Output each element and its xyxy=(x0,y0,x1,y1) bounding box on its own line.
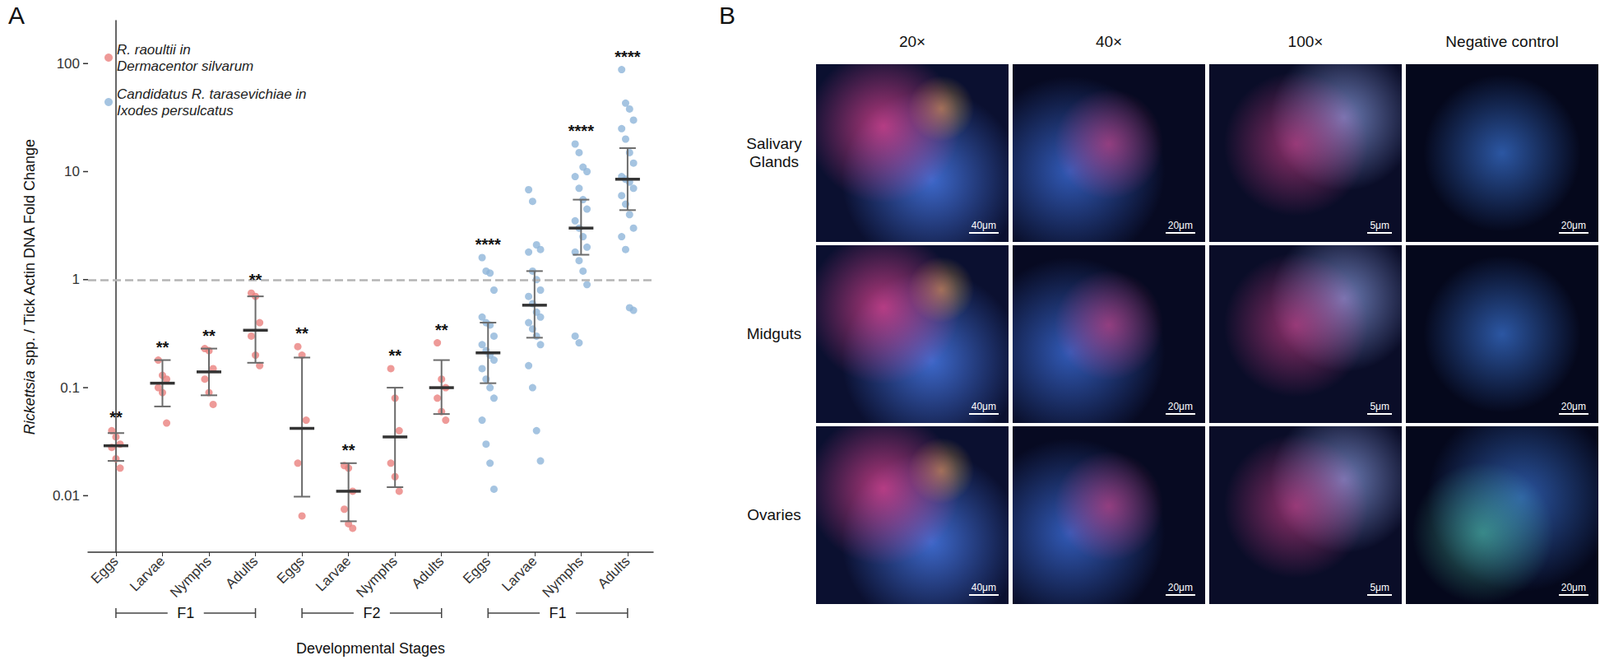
svg-text:****: **** xyxy=(568,121,594,140)
html-text:100×: 100× xyxy=(1287,32,1324,51)
svg-text:F1: F1 xyxy=(176,604,195,622)
svg-text:F1: F1 xyxy=(549,604,567,622)
html-text:Ovaries: Ovaries xyxy=(747,505,801,524)
svg-text:**: ** xyxy=(156,338,170,357)
svg-text:**: ** xyxy=(109,408,123,427)
html-text:20μm: 20μm xyxy=(1561,581,1587,594)
svg-text:**: ** xyxy=(388,346,402,365)
svg-text:Larvae: Larvae xyxy=(126,552,168,594)
html-text:20μm: 20μm xyxy=(1167,581,1193,594)
svg-text:Adults: Adults xyxy=(408,552,448,592)
svg-text:**: ** xyxy=(435,320,449,339)
svg-text:Eggs: Eggs xyxy=(459,552,494,587)
html-text:Midguts: Midguts xyxy=(746,324,802,343)
html-text:40μm: 40μm xyxy=(971,219,997,232)
svg-text:Larvae: Larvae xyxy=(312,552,354,594)
svg-text:Candidatus R. tarasevichiae in: Candidatus R. tarasevichiae in xyxy=(116,86,307,103)
html-text:5μm: 5μm xyxy=(1369,400,1390,413)
html-text:B: B xyxy=(718,1,736,29)
html-text:Salivary Glands: Salivary Glands xyxy=(746,134,802,171)
svg-text:Eggs: Eggs xyxy=(88,552,122,587)
svg-text:R. raoultii in: R. raoultii in xyxy=(116,41,191,58)
svg-text:F2: F2 xyxy=(362,604,381,622)
svg-text:Adults: Adults xyxy=(594,552,634,592)
svg-text:Adults: Adults xyxy=(222,552,261,592)
svg-text:Rickettsia: Rickettsia xyxy=(21,370,38,435)
svg-text:1: 1 xyxy=(72,271,80,288)
svg-text:10: 10 xyxy=(64,163,80,180)
html-text:20×: 20× xyxy=(899,32,926,51)
html-text:40μm: 40μm xyxy=(971,400,997,413)
svg-text:Nymphs: Nymphs xyxy=(539,552,587,600)
svg-text:**: ** xyxy=(249,270,263,289)
svg-text:0.01: 0.01 xyxy=(52,487,80,504)
svg-text:****: **** xyxy=(614,47,640,66)
svg-text:Nymphs: Nymphs xyxy=(352,552,400,600)
html-text:40×: 40× xyxy=(1095,32,1123,51)
svg-text:****: **** xyxy=(475,235,501,254)
svg-text:0.1: 0.1 xyxy=(60,380,80,396)
svg-text:Nymphs: Nymphs xyxy=(166,552,214,600)
html-text:20μm: 20μm xyxy=(1167,400,1193,413)
html-text:20μm: 20μm xyxy=(1167,219,1193,232)
svg-text:Dermacentor silvarum: Dermacentor silvarum xyxy=(116,58,254,75)
svg-text:**: ** xyxy=(342,440,356,460)
svg-text:Larvae: Larvae xyxy=(498,552,540,594)
svg-text:**: ** xyxy=(202,326,216,345)
svg-text:Developmental Stages: Developmental Stages xyxy=(296,640,446,657)
svg-text:**: ** xyxy=(295,324,309,343)
html-text:5μm: 5μm xyxy=(1369,581,1390,594)
svg-text:100: 100 xyxy=(56,55,80,72)
html-text:20μm: 20μm xyxy=(1561,219,1587,232)
html-text:5μm: 5μm xyxy=(1369,219,1390,232)
html-text:40μm: 40μm xyxy=(971,581,997,594)
html-text:A: A xyxy=(8,1,25,29)
svg-text:Ixodes persulcatus: Ixodes persulcatus xyxy=(116,102,234,119)
svg-text:spp. / Tick Actin DNA Fold Cha: spp. / Tick Actin DNA Fold Change xyxy=(21,139,38,370)
html-text:20μm: 20μm xyxy=(1561,400,1587,413)
html-text:Negative control: Negative control xyxy=(1445,32,1559,51)
svg-text:Eggs: Eggs xyxy=(273,552,308,587)
